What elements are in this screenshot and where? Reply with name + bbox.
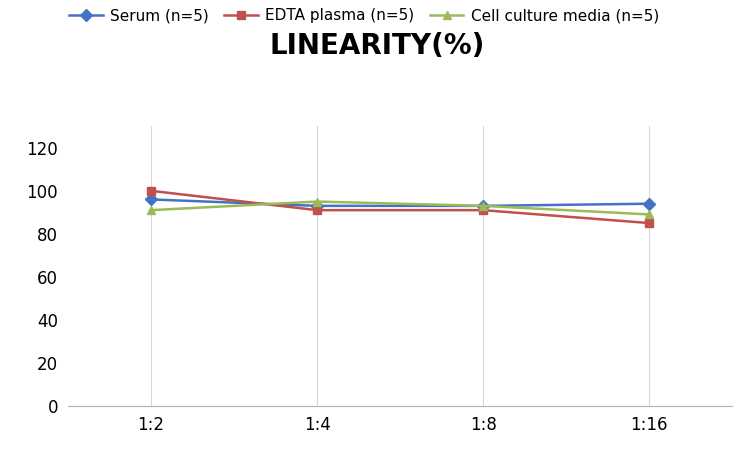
Serum (n=5) xyxy=(313,203,322,208)
Serum (n=5) xyxy=(645,201,654,207)
Text: LINEARITY(%): LINEARITY(%) xyxy=(270,32,485,60)
Serum (n=5) xyxy=(479,203,488,208)
Line: Serum (n=5): Serum (n=5) xyxy=(146,195,654,210)
Line: EDTA plasma (n=5): EDTA plasma (n=5) xyxy=(146,187,654,227)
EDTA plasma (n=5) xyxy=(645,221,654,226)
Cell culture media (n=5) xyxy=(146,207,156,213)
Cell culture media (n=5) xyxy=(479,203,488,208)
EDTA plasma (n=5) xyxy=(313,207,322,213)
Cell culture media (n=5) xyxy=(313,199,322,204)
Serum (n=5) xyxy=(146,197,156,202)
Legend: Serum (n=5), EDTA plasma (n=5), Cell culture media (n=5): Serum (n=5), EDTA plasma (n=5), Cell cul… xyxy=(69,8,659,23)
EDTA plasma (n=5) xyxy=(479,207,488,213)
Line: Cell culture media (n=5): Cell culture media (n=5) xyxy=(146,198,654,219)
Cell culture media (n=5) xyxy=(645,212,654,217)
EDTA plasma (n=5) xyxy=(146,188,156,193)
